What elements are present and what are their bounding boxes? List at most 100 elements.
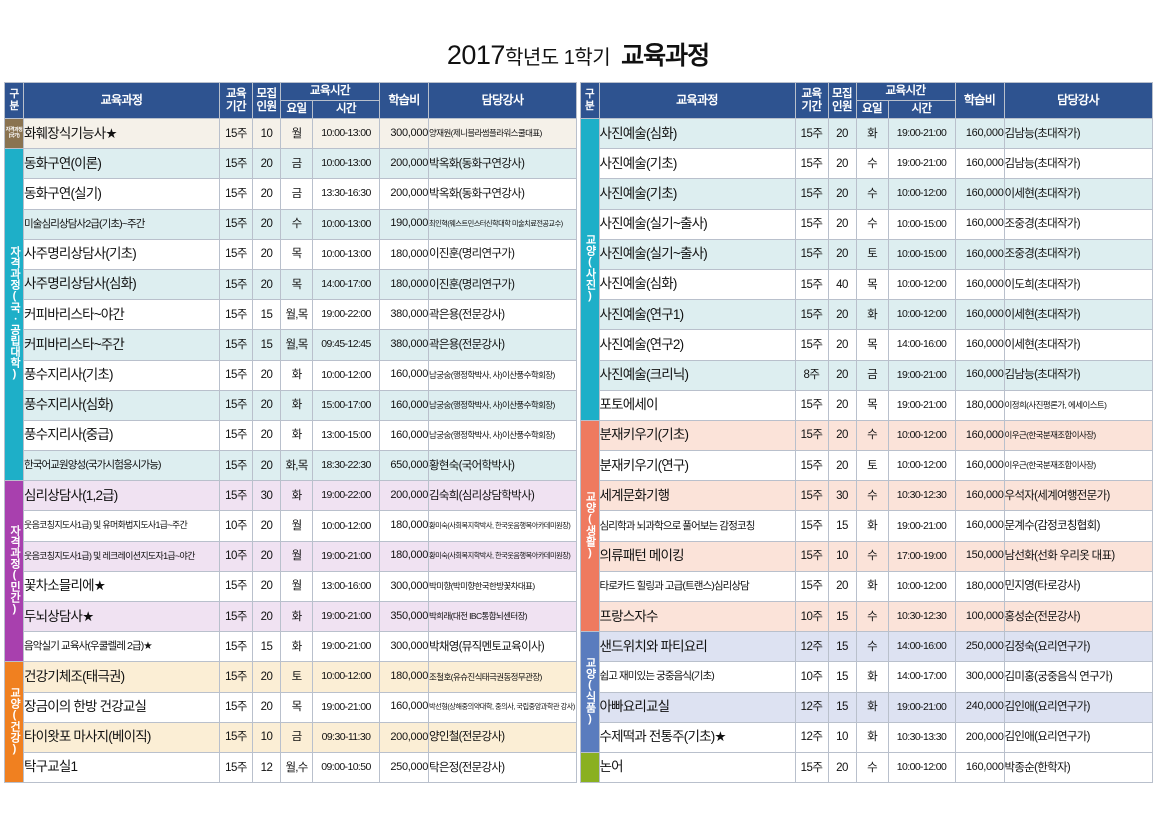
course-duration: 8주 (794, 359, 829, 391)
table-row: 자격과정(국ㆍ공립대학) 동화구연(이론) 15주 20 금 10:00-13:00 200… (4, 148, 578, 482)
table-row: 사진예술(심화) 15주 40 목 10:00-12:00 160,000 이도희(초대작가… (580, 268, 1153, 301)
course-fee: 160,000 (954, 419, 1005, 452)
course-day: 목 (280, 238, 313, 270)
course-capacity: 20 (827, 299, 857, 331)
page-title: 2017학년도 1학기 교육과정 (0, 36, 1156, 72)
course-capacity: 20 (252, 178, 281, 210)
course-time: 14:00-17:00 (887, 661, 956, 693)
course-time: 19:00-21:00 (311, 540, 381, 572)
course-fee: 350,000 (379, 600, 430, 633)
course-day: 화 (855, 117, 889, 150)
course-capacity: 20 (827, 117, 857, 150)
course-fee: 160,000 (954, 238, 1005, 270)
course-duration: 15주 (219, 238, 253, 270)
table-row: 음악실기 교육사(우쿨렐레 2급)★ 15주 15 화 19:00-21:00 300,0… (4, 631, 578, 663)
course-duration: 10주 (794, 600, 829, 633)
course-duration: 15주 (794, 480, 829, 512)
category-cell-left-2: 자격과정(민간) (4, 480, 24, 663)
course-time: 10:30-12:30 (887, 600, 956, 633)
course-day: 화 (855, 570, 889, 603)
course-instructor: 이진훈(명리연구가) (428, 268, 578, 301)
table-row: 프랑스자수 10주 15 수 10:30-12:30 100,000 홍성순(전문강사) (580, 600, 1153, 633)
course-day: 금 (280, 178, 313, 210)
course-day: 수 (280, 208, 313, 240)
course-capacity: 30 (827, 480, 857, 512)
course-instructor: 이도희(초대작가) (1003, 268, 1153, 301)
table-row: 분재키우기(연구) 15주 20 토 10:00-12:00 160,000 이우근(한국분… (580, 450, 1153, 482)
course-name: 사진예술(연구2) (598, 329, 796, 361)
header-instructor: 담당강사 (1003, 82, 1153, 119)
course-time: 14:00-16:00 (887, 631, 956, 663)
course-day: 월 (280, 570, 313, 603)
course-time: 19:00-21:00 (887, 359, 956, 391)
category-label: 교양(사진) (584, 233, 596, 302)
course-fee: 160,000 (954, 117, 1005, 150)
course-fee: 180,000 (379, 238, 430, 270)
left-table-body: 자격과정 (국가) 화훼장식기능사★ 15주 10 월 10:00-13:00 300,000… (4, 117, 578, 784)
course-day: 화 (280, 480, 313, 512)
course-day: 토 (280, 661, 313, 693)
course-name: 사진예술(기초) (598, 148, 796, 180)
course-day: 월 (280, 540, 313, 572)
course-instructor: 박희래(대전 IBC통합뇌센터장) (428, 600, 578, 633)
course-instructor: 곽은용(전문강사) (428, 299, 578, 331)
table-row: 풍수지리사(기초) 15주 20 화 10:00-12:00 160,000 남궁숭(행정학… (4, 359, 578, 391)
course-fee: 180,000 (954, 389, 1005, 421)
course-instructor: 황미숙(사회복지학박사, 한국웃음행복아카데미원장) (428, 510, 578, 542)
course-instructor: 남궁숭(행정학박사, 사)이산풍수학회장) (428, 359, 578, 391)
course-capacity: 15 (252, 329, 281, 361)
course-day: 화 (280, 600, 313, 633)
header-category-line2: 분 (584, 99, 595, 112)
right-table-header: 구 분 교육과정 교육 기간 모집 인원 교육시간 학습비 (579, 82, 1153, 119)
course-day: 목 (855, 268, 889, 301)
course-capacity: 12 (252, 751, 281, 784)
category-cell-left-3: 교양(건강) (4, 661, 24, 784)
table-row: 교양(식품) 샌드위치와 파티요리 12주 15 수 14:00-16:00 250,000… (579, 631, 1153, 753)
table-row: 꽃차소믈리에★ 15주 20 월 13:00-16:00 300,000 박미향(박미향한국… (4, 570, 578, 603)
course-capacity: 10 (827, 721, 857, 753)
course-time: 19:00-22:00 (311, 299, 381, 331)
course-name: 웃음코칭지도사1급) 및 유머화법지도사1급~주간 (23, 510, 220, 542)
category-cell-left-0: 자격과정 (국가) (4, 117, 24, 150)
header-category-line2: 분 (9, 99, 19, 112)
course-fee: 100,000 (954, 600, 1005, 633)
category-badge-line1: 자격과정 (5, 127, 23, 134)
course-capacity: 20 (827, 389, 857, 421)
course-time: 10:00-12:00 (311, 661, 381, 693)
course-time: 09:45-12:45 (311, 329, 381, 361)
tables-container: 구 분 교육과정 교육 기간 모집 인원 교육시간 학습비 (4, 82, 1153, 784)
header-fee: 학습비 (379, 82, 430, 119)
course-day: 수 (855, 631, 889, 663)
table-row: 웃음코칭지도사1급) 및 유머화법지도사1급~주간 10주 20 월 10:00-12:… (4, 510, 578, 542)
course-name: 분재키우기(연구) (598, 450, 796, 482)
course-day: 토 (855, 450, 889, 482)
course-name: 꽃차소믈리에★ (23, 570, 220, 603)
table-row: 한국어교원양성(국가시험응시가능) 15주 20 화,목 18:30-22:30 650,… (4, 450, 578, 482)
course-fee: 160,000 (379, 691, 430, 723)
course-instructor: 박선형(상해중의약대학, 중의사, 국립중앙과학관 강사) (428, 691, 578, 723)
course-day: 월,목 (280, 299, 313, 331)
course-instructor: 박종순(한학자) (1003, 751, 1153, 784)
course-capacity: 20 (252, 510, 281, 542)
course-fee: 160,000 (954, 359, 1005, 391)
course-day: 목 (280, 691, 313, 723)
course-duration: 15주 (219, 631, 253, 663)
course-instructor: 이세현(초대작가) (1003, 329, 1153, 361)
course-day: 수 (855, 751, 889, 784)
course-name: 장금이의 한방 건강교실 (23, 691, 220, 723)
course-instructor: 이진훈(명리연구가) (428, 238, 578, 270)
course-day: 수 (855, 480, 889, 512)
course-instructor: 박미향(박미향한국한방꽃차대표) (428, 570, 578, 603)
course-duration: 15주 (794, 208, 829, 240)
category-label: 교양(생활) (584, 490, 596, 559)
course-day: 수 (855, 208, 889, 240)
course-day: 금 (280, 721, 313, 753)
course-time: 10:30-12:30 (887, 480, 956, 512)
course-day: 목 (855, 389, 889, 421)
course-duration: 15주 (794, 510, 829, 542)
header-duration-line1: 교육 (226, 88, 247, 101)
table-row: 풍수지리사(중급) 15주 20 화 13:00-15:00 160,000 남궁숭(행정학… (4, 419, 578, 452)
course-instructor: 김숙희(심리상담학박사) (428, 480, 578, 512)
course-duration: 15주 (219, 661, 253, 693)
course-duration: 10주 (794, 661, 829, 693)
